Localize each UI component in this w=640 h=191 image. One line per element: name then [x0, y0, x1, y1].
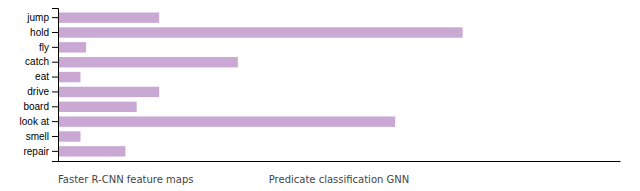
tick: eat: [35, 71, 58, 82]
tick: board: [23, 101, 58, 112]
annotation: Predicate classification GNN: [269, 174, 409, 185]
chart: jump hold fly catch eat drive board look at smel…: [0, 0, 640, 191]
tick-label: fly: [39, 42, 49, 53]
tick-label: repair: [23, 146, 49, 157]
tick-label: catch: [25, 56, 49, 67]
tick-mark: [52, 17, 58, 18]
bars: [58, 12, 463, 156]
tick-mark: [52, 106, 58, 107]
tick-mark: [52, 32, 58, 33]
tick-mark: [52, 121, 58, 122]
bar: [58, 27, 463, 37]
tick-label: smell: [26, 131, 49, 142]
tick: jump: [26, 12, 58, 23]
tick-mark: [52, 47, 58, 48]
tick-label: look at: [20, 116, 50, 127]
tick-mark: [52, 77, 58, 78]
x-axis-line: [59, 161, 621, 162]
bar: [58, 42, 86, 52]
tick-label: drive: [27, 86, 49, 97]
bar: [58, 102, 137, 112]
tick: look at: [20, 116, 58, 127]
tick-mark: [52, 136, 58, 137]
tick: hold: [30, 27, 58, 38]
annotation: Faster R-CNN feature maps: [58, 174, 194, 185]
tick-label: eat: [35, 71, 49, 82]
tick-label: jump: [26, 12, 49, 23]
bar: [58, 12, 159, 22]
tick: catch: [25, 56, 58, 67]
bar: [58, 72, 80, 82]
bar: [58, 87, 159, 97]
bar: [58, 116, 395, 126]
bar: [58, 57, 238, 67]
tick-mark: [52, 91, 58, 92]
tick-mark: [52, 151, 58, 152]
tick: smell: [26, 131, 58, 142]
tick-mark: [52, 62, 58, 63]
y-axis-line: [52, 9, 59, 162]
tick: fly: [39, 42, 58, 53]
bar: [58, 146, 125, 156]
bar: [58, 131, 80, 141]
tick: drive: [27, 86, 58, 97]
tick-label: hold: [30, 27, 49, 38]
tick: repair: [23, 146, 58, 157]
plot: jump hold fly catch eat drive board look at smel…: [20, 9, 621, 162]
tick-label: board: [23, 101, 49, 112]
y-axis: jump hold fly catch eat drive board look at smel…: [20, 9, 59, 162]
x-axis: [59, 161, 621, 162]
